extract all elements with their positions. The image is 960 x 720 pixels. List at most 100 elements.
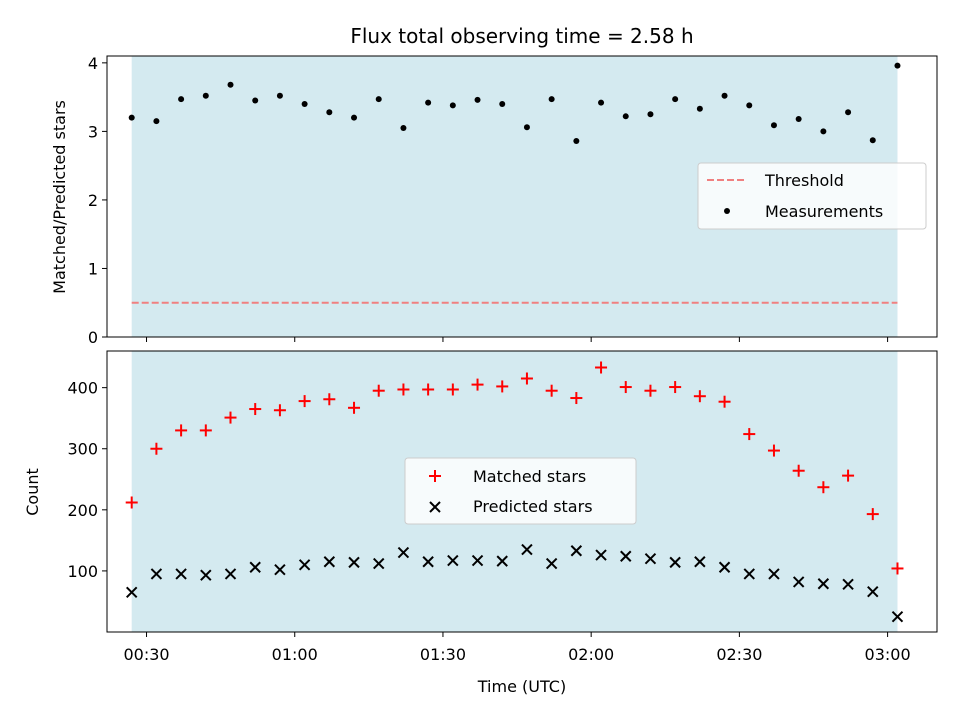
- matched-stars-point: [372, 384, 385, 397]
- matched-stars-point: [595, 361, 608, 374]
- matched-stars-point: [545, 384, 558, 397]
- measurements-point: [499, 100, 506, 107]
- predicted-stars-point: [768, 568, 780, 580]
- bottom-y-tick-label: 300: [67, 440, 98, 459]
- measurements-point: [795, 116, 802, 123]
- measurements-point: [770, 122, 777, 129]
- predicted-stars-point: [743, 568, 755, 580]
- matched-stars-point: [446, 383, 459, 396]
- predicted-stars-point: [348, 556, 360, 569]
- predicted-stars-point: [718, 561, 731, 573]
- matched-stars-point: [767, 444, 780, 457]
- x-tick-label: 03:00: [865, 645, 911, 664]
- matched-stars-point: [224, 411, 237, 424]
- matched-stars-point: [792, 464, 805, 477]
- predicted-stars-point: [200, 569, 212, 581]
- bottom-legend: Matched stars Predicted stars: [404, 457, 637, 525]
- predicted-stars-point: [792, 576, 805, 588]
- top-y-tick-label: 4: [88, 54, 98, 73]
- matched-stars-point: [743, 428, 756, 441]
- predicted-stars-point: [150, 568, 163, 580]
- top-legend: Threshold Measurements: [697, 162, 927, 230]
- matched-stars-point: [520, 372, 533, 385]
- x-tick-label: 00:30: [123, 645, 169, 664]
- predicted-stars-point: [274, 563, 286, 576]
- measurements-point: [252, 97, 259, 104]
- x-tick-label: 02:00: [568, 645, 614, 664]
- measurements-point: [375, 96, 382, 103]
- measurements-point: [894, 62, 901, 69]
- measurements-point: [474, 96, 481, 103]
- measurements-point: [523, 124, 530, 131]
- measurements-point: [425, 99, 432, 106]
- measurements-point: [548, 96, 555, 103]
- measurements-point: [227, 81, 234, 88]
- predicted-legend-icon: [429, 501, 441, 513]
- measurements-point: [178, 96, 185, 103]
- x-tick-label: 02:30: [716, 645, 762, 664]
- predicted-stars-point: [422, 556, 434, 568]
- bottom-y-tick-label: 200: [67, 501, 98, 520]
- matched-stars-point: [199, 424, 212, 437]
- matched-stars-point: [718, 395, 731, 408]
- legend-matched-label: Matched stars: [473, 467, 586, 486]
- matched-stars-point: [175, 424, 188, 437]
- predicted-stars-point: [249, 561, 261, 573]
- measurements-point: [301, 100, 308, 107]
- predicted-stars-point: [298, 559, 311, 571]
- measurements-point: [696, 105, 703, 112]
- predicted-stars-point: [521, 543, 533, 556]
- measurements-point: [573, 137, 580, 144]
- predicted-stars-point: [694, 556, 706, 568]
- matched-stars-point: [273, 404, 286, 417]
- legend-predicted-label: Predicted stars: [473, 497, 593, 516]
- measurements-point: [153, 118, 160, 125]
- matched-stars-point: [125, 496, 138, 509]
- matched-stars-point: [644, 384, 657, 397]
- bottom-y-tick-label: 400: [67, 379, 98, 398]
- matched-stars-point: [669, 381, 682, 394]
- measurements-point: [598, 99, 605, 106]
- measurements-point: [845, 109, 852, 116]
- predicted-stars-point: [397, 546, 410, 559]
- top-y-tick-label: 3: [88, 122, 98, 141]
- measurements-point: [326, 109, 333, 116]
- top-y-tick-label: 2: [88, 191, 98, 210]
- matched-stars-point: [397, 383, 410, 396]
- matched-stars-point: [570, 392, 583, 405]
- matched-stars-point: [150, 442, 163, 455]
- x-axis-label: Time (UTC): [477, 677, 566, 696]
- measurements-point: [721, 92, 728, 99]
- predicted-stars-point: [620, 550, 632, 562]
- bottom-legend-box: [404, 457, 637, 525]
- matched-stars-point: [422, 383, 435, 396]
- legend-threshold-label: Threshold: [764, 171, 844, 190]
- predicted-stars-point: [175, 568, 187, 580]
- chart-title: Flux total observing time = 2.58 h: [350, 24, 693, 48]
- measurements-point: [351, 114, 358, 121]
- matched-stars-point: [866, 508, 879, 521]
- measurements-point: [622, 113, 629, 120]
- predicted-stars-point: [595, 549, 607, 561]
- predicted-stars-point: [545, 557, 558, 570]
- matched-stars-point: [298, 395, 311, 408]
- predicted-stars-point: [447, 554, 459, 567]
- predicted-stars-point: [669, 556, 681, 569]
- matched-stars-point: [693, 390, 706, 403]
- predicted-stars-point: [373, 557, 385, 570]
- top-axes-frame: [106, 55, 938, 338]
- predicted-stars-point: [867, 585, 879, 598]
- measurements-point: [202, 92, 209, 99]
- bottom-y-tick-label: 100: [67, 562, 98, 581]
- bottom-y-axis-label: Count: [23, 468, 42, 516]
- measurements-point: [820, 128, 827, 135]
- measurements-point: [672, 96, 679, 103]
- measurements-point: [400, 124, 407, 131]
- matched-stars-point: [496, 380, 509, 393]
- predicted-stars-point: [471, 554, 484, 567]
- matched-stars-point: [891, 562, 904, 575]
- measurements-point: [869, 137, 876, 144]
- predicted-stars-point: [644, 552, 657, 565]
- predicted-stars-point: [842, 578, 854, 591]
